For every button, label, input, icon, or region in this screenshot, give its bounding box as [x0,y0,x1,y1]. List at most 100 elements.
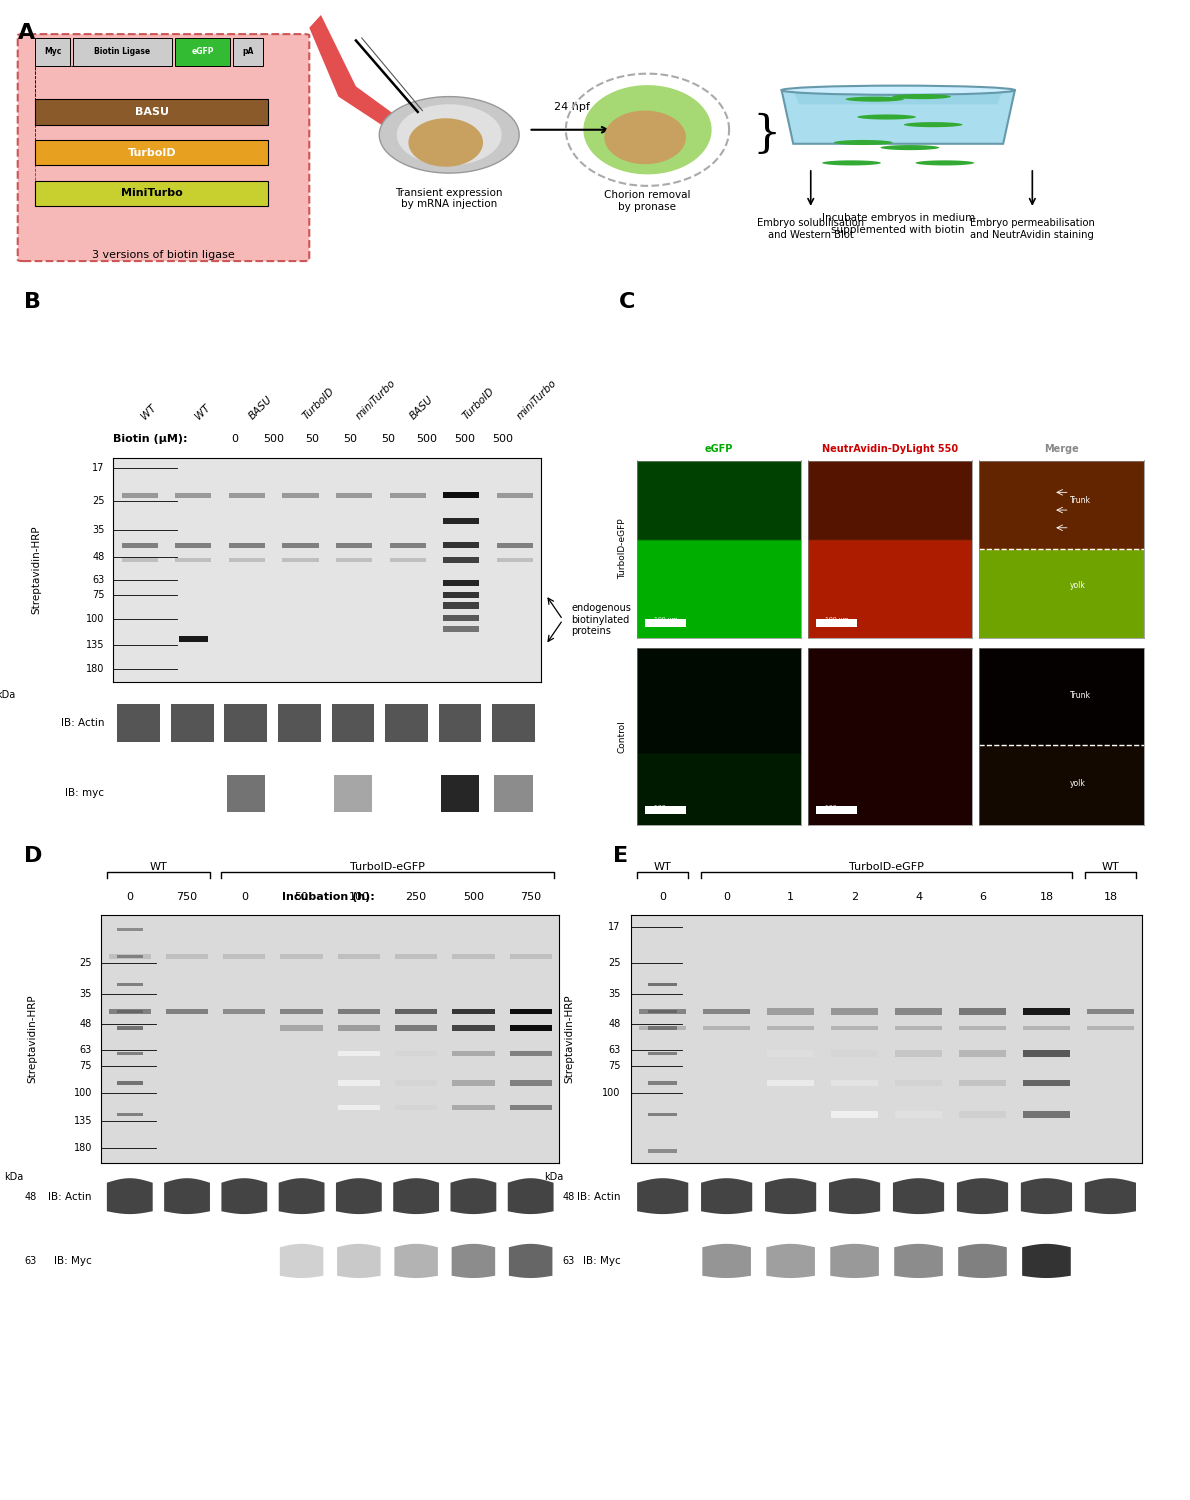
Bar [395,1010,437,1014]
Text: 100 μm: 100 μm [653,806,677,810]
Polygon shape [808,460,972,540]
Bar [493,704,536,742]
Text: 63: 63 [25,1257,37,1266]
Bar [225,704,268,742]
Text: Control: Control [618,720,627,753]
Bar [645,620,685,627]
Text: miniTurbo: miniTurbo [514,378,558,422]
Text: 48: 48 [608,1019,620,1029]
Bar [509,1010,552,1014]
Text: Streptavidin-HRP: Streptavidin-HRP [564,994,575,1083]
Bar [443,615,480,621]
Bar [831,1026,878,1030]
Text: Merge: Merge [1044,444,1079,454]
Text: 100 μm: 100 μm [653,618,677,622]
Bar [959,1008,1006,1014]
Text: 135: 135 [86,640,105,650]
Bar [117,1026,143,1030]
Bar [332,704,375,742]
Text: TurboID-eGFP: TurboID-eGFP [850,862,923,871]
Polygon shape [380,96,519,172]
Text: 50: 50 [343,435,357,444]
Text: WT: WT [1102,862,1120,871]
Bar [895,1050,942,1056]
Bar [768,1010,814,1014]
Text: A: A [18,22,35,42]
Text: 25: 25 [608,958,620,968]
Text: TurboID-eGFP: TurboID-eGFP [350,862,425,871]
Bar [389,543,426,548]
Bar [639,1026,687,1030]
Bar [282,558,319,562]
Text: 180: 180 [74,1143,92,1154]
Bar [36,182,269,207]
Bar [959,1050,1006,1056]
Text: 180: 180 [86,664,105,675]
Text: 35: 35 [92,525,105,534]
Bar [226,774,265,813]
Bar [336,543,372,548]
Text: 100: 100 [74,1088,92,1098]
Bar [108,1010,151,1014]
Bar [895,1026,942,1030]
Bar [278,704,321,742]
Bar [831,1050,878,1056]
Bar [175,38,230,66]
Bar [509,1050,552,1056]
Bar [281,1010,322,1014]
Text: 63: 63 [93,574,105,585]
Text: pA: pA [243,48,253,57]
Bar [117,1113,143,1116]
Text: endogenous
biotinylated
proteins: endogenous biotinylated proteins [571,603,632,636]
Polygon shape [782,90,1015,144]
Bar [496,543,533,548]
Text: yolk: yolk [1070,580,1085,590]
Bar [452,1050,495,1056]
Bar [395,1010,437,1014]
Bar [228,492,265,498]
Text: 63: 63 [608,1044,620,1054]
Bar [121,558,158,562]
Bar [959,1010,1006,1014]
Bar [338,1080,380,1086]
Bar [117,954,143,958]
Bar [443,558,480,562]
Bar [389,492,426,498]
Bar [121,492,158,498]
Bar [831,1010,878,1014]
Text: Chorion removal
by pronase: Chorion removal by pronase [605,190,690,211]
Bar [224,1010,265,1014]
Bar [117,927,143,932]
Polygon shape [857,114,916,120]
Bar [645,807,685,814]
Text: kDa: kDa [0,690,15,700]
Bar [452,1010,495,1014]
Bar [178,636,208,642]
Text: 25: 25 [80,958,92,968]
Text: 135: 135 [74,1116,92,1126]
Bar [1023,1010,1070,1014]
Polygon shape [892,94,951,99]
Text: IB: Myc: IB: Myc [55,1257,92,1266]
Bar [175,543,212,548]
Bar [1086,1026,1134,1030]
Bar [1023,1112,1070,1118]
Text: TurboID: TurboID [461,387,496,422]
Bar [649,1082,677,1084]
Text: IB: Actin: IB: Actin [577,1192,620,1202]
Text: Trunk: Trunk [1070,496,1091,506]
Polygon shape [979,746,1144,825]
Bar [165,1010,208,1014]
Bar [1023,1026,1070,1030]
Bar [649,1010,677,1014]
Text: WT: WT [150,862,168,871]
Polygon shape [637,754,801,825]
Bar [117,1082,143,1084]
Text: BASU: BASU [134,106,169,117]
Text: 100: 100 [86,614,105,624]
Bar [333,774,372,813]
Bar [395,1104,437,1110]
Bar [649,982,677,987]
Bar [117,1010,143,1014]
Text: 17: 17 [608,921,620,932]
